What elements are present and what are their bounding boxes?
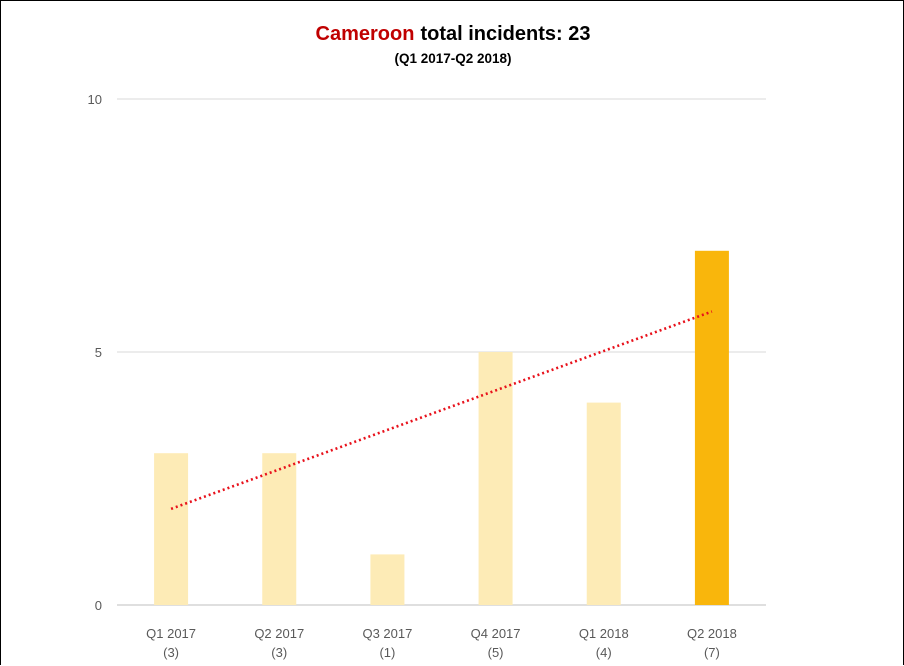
bar — [262, 453, 297, 605]
bar — [154, 453, 189, 605]
gridlines — [117, 98, 766, 606]
x-tick-label: Q1 2018 — [579, 626, 629, 641]
trendline — [170, 310, 713, 511]
bar — [370, 554, 405, 605]
bar — [478, 352, 513, 605]
x-tick-count-label: (3) — [163, 645, 179, 660]
chart-title: Cameroon total incidents: 23 — [316, 23, 591, 45]
x-tick-count-label: (1) — [379, 645, 395, 660]
chart-subtitle: (Q1 2017-Q2 2018) — [394, 51, 511, 66]
y-tick-label: 0 — [95, 598, 102, 613]
x-tick-label: Q2 2017 — [254, 626, 304, 641]
y-tick-label: 10 — [88, 92, 102, 107]
bar — [694, 250, 729, 606]
chart-title-country: Cameroon — [316, 23, 415, 45]
trendline-group — [170, 310, 713, 511]
x-tick-label: Q1 2017 — [146, 626, 196, 641]
x-tick-count-label: (7) — [704, 645, 720, 660]
x-tick-label: Q3 2017 — [362, 626, 412, 641]
y-tick-label: 5 — [95, 345, 102, 360]
x-tick-label: Q2 2018 — [687, 626, 737, 641]
x-tick-count-label: (4) — [596, 645, 612, 660]
y-tick-labels: 0 5 10 — [88, 92, 102, 613]
bar — [586, 402, 621, 605]
x-tick-label: Q4 2017 — [471, 626, 521, 641]
x-tick-count-label: (5) — [488, 645, 504, 660]
x-tick-count-label: (3) — [271, 645, 287, 660]
chart-title-rest: total incidents: 23 — [420, 23, 590, 45]
x-tick-labels: Q1 2017 (3) Q2 2017 (3) Q3 2017 (1) Q4 2017 (5)… — [146, 626, 737, 660]
bars — [154, 250, 729, 606]
